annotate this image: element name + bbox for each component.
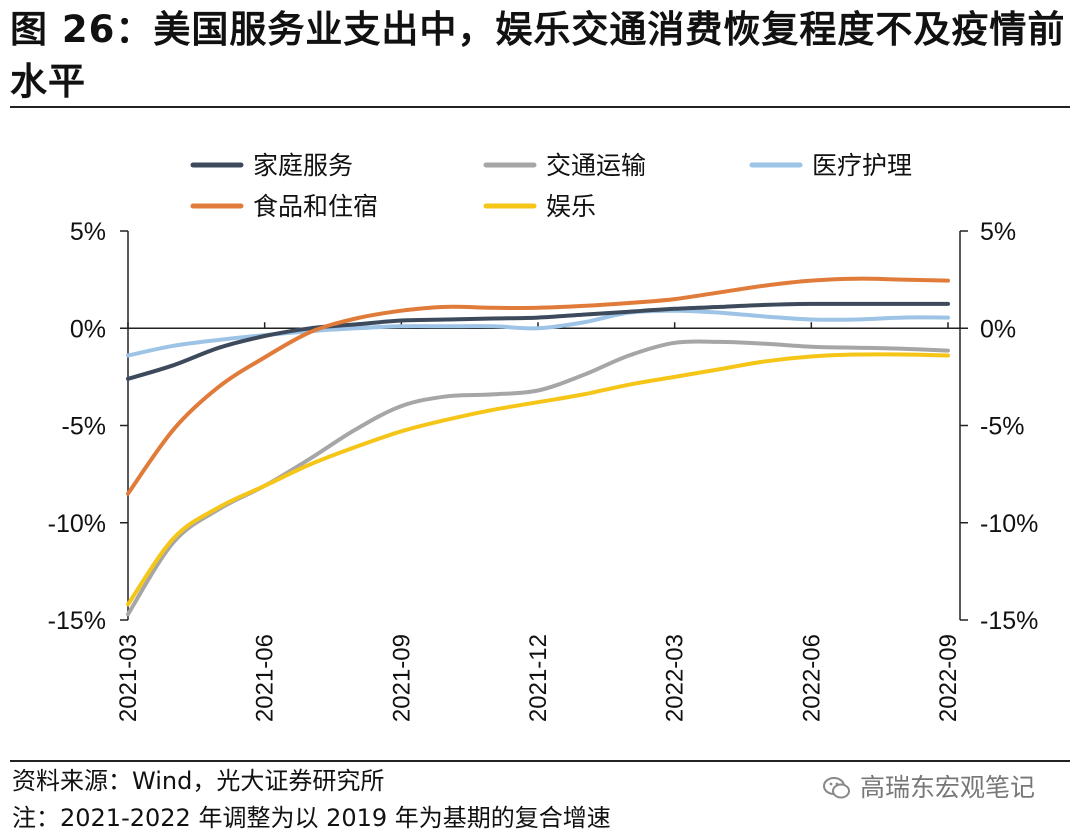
y-tick-label-left: -10% [48,510,106,538]
title-divider [10,106,1070,108]
watermark-text: 高瑞东宏观笔记 [860,773,1036,802]
watermark: 高瑞东宏观笔记 [822,768,1035,808]
source-note: 资料来源：Wind，光大证券研究所 [12,767,385,795]
x-tick-label: 2021-06 [252,634,279,722]
y-tick-label-left: -15% [48,607,106,635]
legend-label: 家庭服务 [253,151,353,180]
x-tick-label: 2021-09 [388,634,415,722]
page-title: 图 26：美国服务业支出中，娱乐交通消费恢复程度不及疫情前水平 [10,8,1066,103]
x-tick-label: 2021-03 [115,634,142,722]
series-line-食品和住宿 [126,276,950,496]
legend-label: 医疗护理 [812,151,912,180]
y-tick-label-right: -5% [980,413,1024,441]
x-tick-label: 2021-12 [525,634,552,722]
x-tick-label: 2022-03 [662,634,689,722]
series-line-交通运输 [126,339,950,617]
x-tick-label: 2022-06 [798,634,825,722]
x-axis-labels: 2021-03 2021-06 2021-09 2021-12 2022-03 2022-… [115,634,962,722]
chart-series [126,276,950,617]
legend-label: 食品和住宿 [253,192,378,221]
y-tick-label-right: -15% [980,607,1038,635]
y-tick-label-right: 0% [980,315,1016,343]
legend-label: 交通运输 [546,151,646,180]
y-tick-label-right: -10% [980,510,1038,538]
footnote: 注：2021-2022 年调整为以 2019 年为基期的复合增速 [12,804,611,832]
footer-divider [10,760,1070,762]
x-tick-label: 2022-09 [935,634,962,722]
y-tick-label-left: -5% [62,413,106,441]
series-line-娱乐 [126,352,950,607]
legend-label: 娱乐 [546,192,596,221]
y-tick-label-left: 5% [70,218,106,246]
series-line-家庭服务 [126,301,950,381]
y-tick-label-right: 5% [980,218,1016,246]
wechat-icon [823,777,850,799]
chart-axes: 5% 5% 0% 0% -5% -5% -10% -10% -15% -15% [48,218,1039,635]
y-tick-label-left: 0% [70,315,106,343]
